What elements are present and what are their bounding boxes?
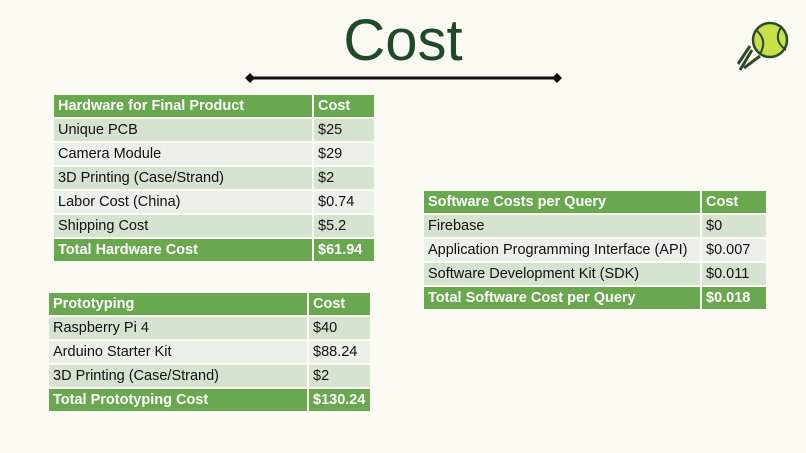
item-cell: 3D Printing (Case/Strand) [52,165,314,191]
table-row: Prototyping Cost [47,291,372,317]
table-row: Firebase $0 [422,213,768,239]
item-cell: 3D Printing (Case/Strand) [47,363,309,389]
hardware-table: Hardware for Final Product Cost Unique PCB… [52,93,376,263]
software-table: Software Costs per Query Cost Firebase $0 Ap… [422,189,768,311]
item-cell: Total Hardware Cost [52,237,314,263]
cost-cell: Cost [312,93,376,119]
item-cell: Total Software Cost per Query [422,285,702,311]
table-row: Raspberry Pi 4 $40 [47,315,372,341]
cost-cell: $0.011 [700,261,768,287]
item-cell: Unique PCB [52,117,314,143]
cost-cell: $61.94 [312,237,376,263]
cost-cell: $88.24 [307,339,372,365]
table-row: Camera Module $29 [52,141,376,167]
cost-cell: Cost [307,291,372,317]
table-row: Software Costs per Query Cost [422,189,768,215]
cost-cell: $0 [700,213,768,239]
cost-cell: $40 [307,315,372,341]
cost-cell: $25 [312,117,376,143]
item-cell: Labor Cost (China) [52,189,314,215]
item-cell: Software Development Kit (SDK) [422,261,702,287]
table-row: Total Hardware Cost $61.94 [52,237,376,263]
cost-cell: Cost [700,189,768,215]
slide-title: Cost [343,8,463,73]
item-cell: Total Prototyping Cost [47,387,309,413]
table-row: Shipping Cost $5.2 [52,213,376,239]
item-cell: Shipping Cost [52,213,314,239]
item-cell: Software Costs per Query [422,189,702,215]
table-row: Software Development Kit (SDK) $0.011 [422,261,768,287]
item-cell: Firebase [422,213,702,239]
table-row: Arduino Starter Kit $88.24 [47,339,372,365]
item-cell: Prototyping [47,291,309,317]
item-cell: Camera Module [52,141,314,167]
item-cell: Application Programming Interface (API) [422,237,702,263]
cost-cell: $130.24 [307,387,372,413]
item-cell: Arduino Starter Kit [47,339,309,365]
table-row: Labor Cost (China) $0.74 [52,189,376,215]
table-row: Hardware for Final Product Cost [52,93,376,119]
cost-cell: $0.007 [700,237,768,263]
cost-cell: $0.74 [312,189,376,215]
table-row: 3D Printing (Case/Strand) $2 [52,165,376,191]
cost-cell: $29 [312,141,376,167]
cost-cell: $2 [307,363,372,389]
cost-cell: $0.018 [700,285,768,311]
item-cell: Hardware for Final Product [52,93,314,119]
table-row: 3D Printing (Case/Strand) $2 [47,363,372,389]
prototyping-table: Prototyping Cost Raspberry Pi 4 $40 Arduino … [47,291,372,413]
table-row: Unique PCB $25 [52,117,376,143]
table-row: Application Programming Interface (API) $… [422,237,768,263]
table-row: Total Prototyping Cost $130.24 [47,387,372,413]
cost-cell: $2 [312,165,376,191]
cost-cell: $5.2 [312,213,376,239]
table-row: Total Software Cost per Query $0.018 [422,285,768,311]
item-cell: Raspberry Pi 4 [47,315,309,341]
